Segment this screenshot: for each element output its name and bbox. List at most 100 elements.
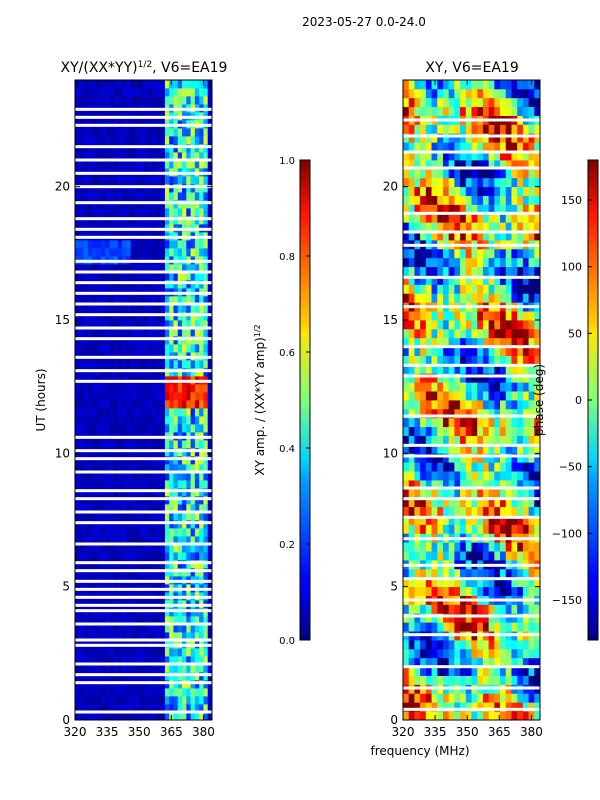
amplitude-heatmap-cell bbox=[182, 400, 187, 409]
phase-heatmap-cell bbox=[460, 168, 467, 179]
phase-heatmap-cell bbox=[437, 480, 444, 490]
phase-gap-line bbox=[403, 598, 540, 602]
amplitude-heatmap-cell bbox=[122, 312, 127, 321]
amplitude-heatmap-cell bbox=[100, 160, 106, 169]
amplitude-heatmap-cell bbox=[147, 176, 153, 185]
amplitude-heatmap-cell bbox=[139, 216, 144, 225]
phase-heatmap-cell bbox=[454, 497, 461, 508]
amplitude-heatmap-cell bbox=[182, 264, 187, 273]
amplitude-heatmap-cell bbox=[113, 552, 119, 561]
phase-heatmap-cell bbox=[528, 88, 535, 99]
amplitude-heatmap-cell bbox=[130, 312, 136, 321]
amplitude-heatmap-cell bbox=[164, 152, 170, 161]
amplitude-heatmap-cell bbox=[173, 440, 179, 449]
phase-heatmap-cell bbox=[431, 160, 438, 170]
amplitude-heatmap-cell bbox=[199, 512, 204, 521]
phase-heatmap-cell bbox=[414, 702, 421, 712]
amplitude-x-tick-label: 335 bbox=[96, 725, 119, 739]
amplitude-heatmap-cell bbox=[87, 696, 93, 705]
phase-heatmap-cell bbox=[511, 328, 518, 339]
amplitude-heatmap-cell bbox=[126, 656, 132, 665]
amplitude-heatmap-cell bbox=[126, 688, 132, 697]
phase-heatmap-cell bbox=[500, 337, 507, 348]
phase-heatmap-cell bbox=[403, 648, 410, 659]
phase-heatmap-cell bbox=[403, 480, 410, 490]
amplitude-heatmap-cell bbox=[190, 328, 196, 337]
amplitude-heatmap-cell bbox=[134, 408, 140, 417]
phase-heatmap-cell bbox=[403, 355, 410, 365]
amplitude-heatmap-cell bbox=[134, 240, 140, 249]
phase-heatmap-cell bbox=[482, 711, 490, 721]
phase-heatmap-cell bbox=[477, 577, 484, 588]
amplitude-heatmap-cell bbox=[156, 536, 162, 545]
amplitude-heatmap-cell bbox=[96, 80, 102, 89]
amplitude-heatmap-cell bbox=[83, 616, 89, 625]
phase-heatmap-cell bbox=[460, 275, 467, 285]
phase-heatmap-cell bbox=[482, 391, 490, 401]
phase-heatmap-cell bbox=[403, 337, 410, 348]
amplitude-heatmap-cell bbox=[75, 368, 80, 377]
amplitude-heatmap-cell bbox=[143, 664, 149, 673]
phase-heatmap-cell bbox=[420, 213, 427, 223]
amplitude-heatmap-cell bbox=[130, 696, 136, 705]
amplitude-heatmap-cell bbox=[207, 296, 213, 305]
phase-heatmap-cell bbox=[528, 506, 535, 516]
amplitude-heatmap-cell bbox=[139, 552, 144, 561]
amplitude-heatmap-cell bbox=[194, 368, 200, 377]
phase-heatmap-cell bbox=[408, 524, 415, 534]
amplitude-heatmap-cell bbox=[134, 656, 140, 665]
phase-heatmap-cell bbox=[528, 293, 535, 303]
amplitude-heatmap-cell bbox=[207, 368, 213, 377]
phase-heatmap-cell bbox=[471, 488, 478, 499]
phase-heatmap-cell bbox=[454, 88, 461, 99]
amplitude-heatmap-cell bbox=[117, 136, 123, 145]
amplitude-heatmap-cell bbox=[164, 616, 170, 625]
phase-heatmap-cell bbox=[454, 613, 461, 623]
amplitude-heatmap-cell bbox=[113, 216, 119, 225]
phase-heatmap-cell bbox=[534, 106, 541, 116]
amplitude-heatmap-cell bbox=[100, 192, 106, 201]
phase-heatmap-cell bbox=[408, 284, 415, 294]
amplitude-heatmap-cell bbox=[104, 696, 110, 705]
amplitude-heatmap-cell bbox=[75, 272, 80, 281]
phase-heatmap-cell bbox=[425, 506, 432, 516]
amplitude-heatmap-cell bbox=[126, 336, 132, 345]
phase-heatmap-cell bbox=[414, 648, 421, 659]
phase-heatmap-cell bbox=[403, 524, 410, 534]
amplitude-heatmap-cell bbox=[156, 184, 162, 193]
phase-plot-frame bbox=[402, 79, 541, 721]
phase-heatmap-cell bbox=[414, 586, 421, 596]
amplitude-heatmap-cell bbox=[207, 88, 213, 97]
phase-heatmap-cell bbox=[437, 160, 444, 170]
phase-heatmap-cell bbox=[465, 80, 472, 90]
phase-heatmap-cell bbox=[437, 542, 444, 552]
amplitude-heatmap-cell bbox=[79, 360, 84, 369]
phase-heatmap-cell bbox=[488, 453, 495, 463]
phase-heatmap-cell bbox=[534, 648, 541, 659]
amplitude-heatmap-cell bbox=[92, 280, 97, 289]
amplitude-heatmap-cell bbox=[147, 160, 153, 169]
amplitude-heatmap-cell bbox=[199, 456, 204, 465]
amplitude-heatmap-cell bbox=[169, 624, 174, 633]
amplitude-heatmap-cell bbox=[104, 632, 110, 641]
amplitude-heatmap-cell bbox=[83, 128, 89, 137]
phase-heatmap-cell bbox=[500, 542, 507, 552]
phase-heatmap-cell bbox=[460, 355, 467, 365]
phase-heatmap-cell bbox=[494, 88, 501, 99]
amplitude-heatmap-cell bbox=[182, 248, 187, 257]
amplitude-heatmap-cell bbox=[152, 456, 157, 465]
amplitude-heatmap-cell bbox=[96, 280, 102, 289]
phase-heatmap-cell bbox=[460, 391, 467, 401]
amplitude-heatmap-cell bbox=[79, 704, 84, 713]
amplitude-heatmap-cell bbox=[113, 504, 119, 513]
phase-heatmap-cell bbox=[522, 586, 529, 596]
amplitude-heatmap-cell bbox=[203, 672, 209, 681]
phase-heatmap-cell bbox=[488, 186, 495, 196]
phase-heatmap-cell bbox=[528, 471, 535, 481]
amplitude-heatmap-cell bbox=[156, 456, 162, 465]
phase-heatmap-cell bbox=[517, 400, 524, 410]
amplitude-heatmap-cell bbox=[100, 296, 106, 305]
phase-heatmap-cell bbox=[522, 640, 529, 650]
amplitude-heatmap-cell bbox=[104, 312, 110, 321]
phase-heatmap-cell bbox=[471, 462, 478, 472]
